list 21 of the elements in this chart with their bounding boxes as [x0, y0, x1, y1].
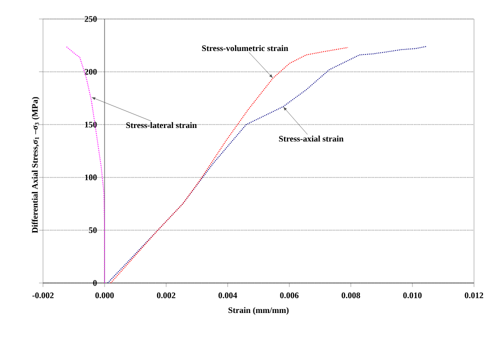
- x-tick-label: 0.010: [403, 292, 422, 298]
- x-tick-label: 0.000: [95, 292, 114, 298]
- y-tick-label: 200: [84, 68, 97, 75]
- y-tick-label: 50: [88, 227, 97, 234]
- y-tick-label: 100: [85, 174, 97, 180]
- annotation: Stress-lateral strain: [126, 122, 197, 128]
- x-axis-title: Strain (mm/mm): [228, 307, 289, 315]
- y-tick-label: 150: [85, 122, 97, 128]
- annotation: Stress-volumetric strain: [202, 45, 288, 52]
- x-tick-label: 0.002: [156, 292, 176, 298]
- y-tick-label: 250: [84, 16, 97, 22]
- y-axis-title: Differential Axial Stress,σ$_{1}$ –σ$_{3}$ (MPa): [32, 97, 40, 234]
- x-tick-label: -0.002: [32, 292, 54, 298]
- x-tick-label: 0.004: [218, 292, 238, 298]
- x-tick-label: 0.012: [464, 292, 484, 298]
- annotation: Stress-axial strain: [279, 136, 344, 142]
- x-tick-label: 0.006: [280, 292, 299, 298]
- line-series: [110, 47, 348, 284]
- line-series: [107, 46, 427, 284]
- x-tick-label: 0.008: [342, 292, 360, 298]
- y-tick-label: 0: [93, 280, 97, 286]
